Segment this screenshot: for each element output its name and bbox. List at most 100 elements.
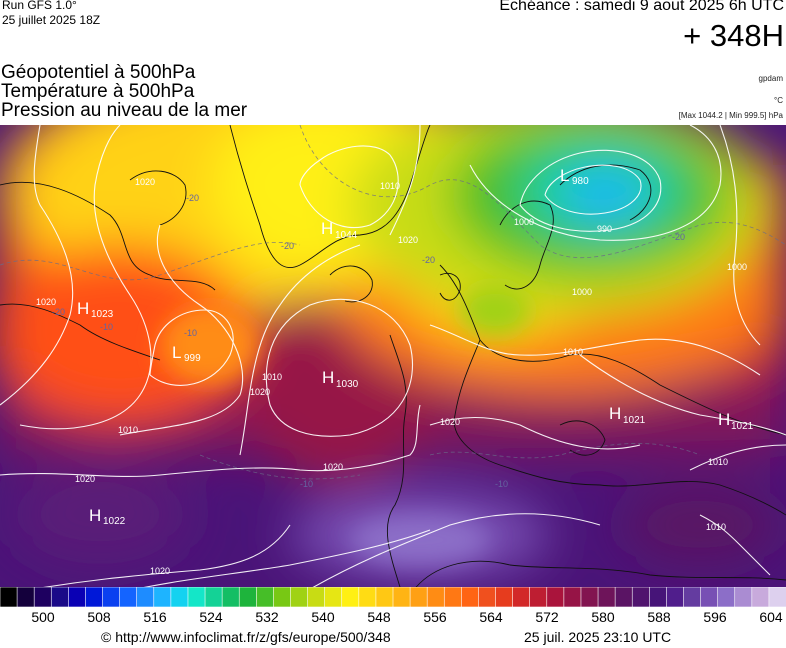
high-center: H 1022: [89, 506, 126, 527]
scale-cell: [16, 587, 36, 607]
scale-cell: [50, 587, 70, 607]
scale-tick: 564: [479, 609, 503, 625]
scale-tick: 516: [143, 609, 167, 625]
scale-tick: 508: [87, 609, 111, 625]
scale-cell: [238, 587, 258, 607]
isobar-label: 1020: [36, 297, 56, 307]
scale-cell: [33, 587, 53, 607]
temperature-isotherms: [0, 125, 786, 480]
isobar-label: 1000: [727, 262, 747, 272]
low-center: L 999: [172, 343, 201, 364]
isobar-label: 1010: [563, 347, 583, 357]
svg-text:L: L: [560, 166, 569, 185]
unit-temperature: °C: [774, 96, 783, 105]
scale-cell: [119, 587, 138, 607]
isobar-label: 1010: [706, 522, 726, 532]
isobars: [0, 125, 786, 587]
title-geopotential: Géopotentiel à 500hPa: [1, 62, 196, 83]
svg-text:L: L: [172, 343, 181, 362]
scale-cell: [375, 587, 394, 607]
scale-cell: [563, 587, 582, 607]
scale-cell: [358, 587, 377, 607]
isobar-label: 1000: [514, 217, 534, 227]
scale-cell: [631, 587, 651, 607]
unit-geopotential: gpdam: [758, 74, 783, 83]
title-pressure: Pression au niveau de la mer: [1, 100, 248, 121]
run-label: Run GFS 1.0°: [2, 0, 77, 12]
scale-cell: [307, 587, 326, 607]
svg-text:H: H: [322, 368, 334, 387]
scale-tick: 556: [423, 609, 447, 625]
high-center: H 1023: [77, 299, 114, 320]
low-center: L 980: [560, 166, 589, 187]
svg-text:1030: 1030: [336, 379, 359, 390]
scale-tick: 532: [255, 609, 279, 625]
svg-text:1022: 1022: [103, 516, 126, 527]
scale-cell: [0, 587, 18, 607]
coastlines: [0, 125, 786, 587]
isobar-label: 1010: [118, 425, 138, 435]
scale-cell: [529, 587, 548, 607]
isobar-label: 1010: [380, 181, 400, 191]
svg-text:H: H: [89, 506, 101, 525]
weather-map: 1020 1010 1020 1010 1020 1010 1000 990 1…: [0, 125, 786, 587]
scale-cell: [717, 587, 736, 607]
run-date: 25 juillet 2025 18Z: [2, 13, 101, 27]
scale-cell: [614, 587, 634, 607]
temperature-label: -20: [422, 255, 435, 265]
high-center: H 1044: [321, 219, 358, 241]
isobar-label: 1000: [572, 287, 592, 297]
scale-cell: [102, 587, 121, 607]
scale-cell: [204, 587, 224, 607]
scale-tick: 572: [535, 609, 559, 625]
isobar-label: 1020: [135, 177, 155, 187]
creation-time: 25 juil. 2025 23:10 UTC: [524, 629, 672, 645]
high-center: H 1021: [718, 410, 754, 432]
temperature-label: -20: [672, 232, 685, 242]
isobar-label: 1020: [440, 417, 460, 427]
isobar-label: 1020: [75, 474, 95, 484]
isobar-label: 1010: [708, 457, 728, 467]
scale-cell: [153, 587, 172, 607]
temperature-label: -10: [100, 322, 113, 332]
temperature-label: -10: [300, 479, 313, 489]
isobar-label: 1020: [398, 235, 418, 245]
scale-cell: [443, 587, 463, 607]
scale-tick: 500: [31, 609, 55, 625]
scale-cell: [392, 587, 411, 607]
svg-text:980: 980: [572, 176, 589, 187]
color-scale: [0, 587, 786, 607]
scale-cell: [324, 587, 343, 607]
scale-cell: [683, 587, 702, 607]
isobar-label: 1020: [150, 566, 170, 576]
scale-cell: [221, 587, 241, 607]
svg-text:1021: 1021: [623, 415, 646, 426]
svg-text:H: H: [77, 299, 89, 318]
scale-cell: [546, 587, 565, 607]
high-center: H 1021: [609, 404, 646, 426]
scale-cell: [136, 587, 155, 607]
isobar-label: 1020: [323, 462, 343, 472]
scale-cell: [187, 587, 206, 607]
isobar-labels: 1020 1010 1020 1010 1020 1010 1000 990 1…: [36, 177, 747, 576]
scale-cell: [495, 587, 514, 607]
temperature-label: -20: [186, 193, 199, 203]
copyright-link[interactable]: © http://www.infoclimat.fr/z/gfs/europe/…: [101, 629, 391, 645]
scale-tick: 548: [367, 609, 391, 625]
pressure-centers: H 1044 L 980 H 1023 L 999 H 1030 H 1021 H 1021 …: [77, 166, 754, 527]
forecast-lead: + 348H: [683, 18, 784, 53]
scale-cell: [290, 587, 309, 607]
temperature-label: -20: [52, 307, 65, 317]
scale-cell: [170, 587, 189, 607]
temperature-label: -10: [184, 328, 197, 338]
isobar-label: 1020: [250, 387, 270, 397]
geopotential-field: [0, 125, 786, 587]
svg-text:H: H: [609, 404, 621, 423]
scale-cell: [85, 587, 104, 607]
scale-cell: [341, 587, 360, 607]
svg-text:1021: 1021: [731, 421, 754, 432]
svg-text:1044: 1044: [335, 230, 358, 241]
svg-text:H: H: [718, 410, 730, 429]
valid-time: Echéance : samedi 9 aout 2025 6h UTC: [499, 0, 784, 14]
scale-tick: 588: [647, 609, 671, 625]
